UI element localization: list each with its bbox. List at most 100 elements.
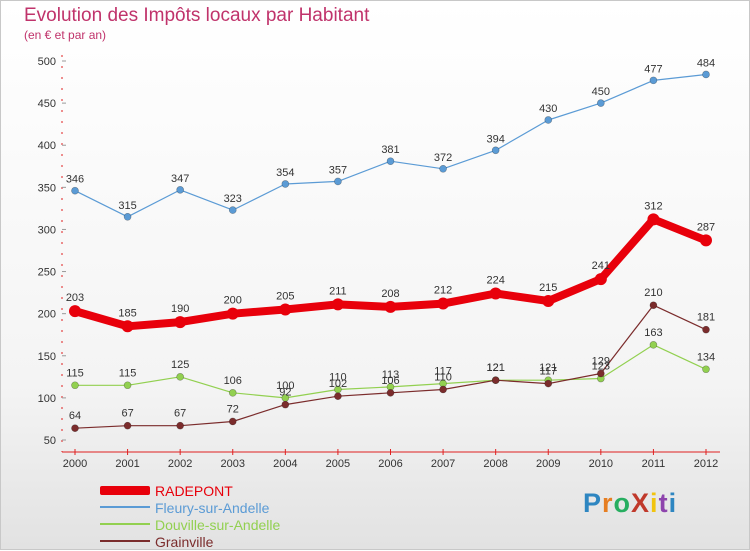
data-point-fleury-sur-andelle [544, 116, 553, 124]
data-label-fleury-sur-andelle: 484 [697, 57, 715, 69]
data-label-grainville: 67 [174, 408, 186, 420]
data-label-grainville: 102 [329, 378, 347, 390]
chart-subtitle: (en € et par an) [24, 28, 107, 42]
data-label-douville-sur-andelle: 163 [644, 327, 662, 339]
data-label-fleury-sur-andelle: 477 [644, 63, 662, 75]
y-tick-label: 300 [38, 224, 56, 236]
data-point-radepont [489, 287, 502, 300]
x-tick-label: 2006 [378, 458, 402, 470]
data-label-grainville: 117 [539, 366, 557, 378]
data-label-douville-sur-andelle: 117 [434, 366, 452, 378]
data-label-douville-sur-andelle: 115 [119, 367, 137, 379]
data-label-fleury-sur-andelle: 381 [381, 144, 399, 156]
data-labels: 346 315 347 323 354 357 381 372 394 430 450 477 484 1… [66, 57, 715, 422]
x-tick-label: 2008 [483, 458, 507, 470]
y-tick-label: 250 [38, 267, 56, 279]
data-point-grainville [71, 424, 79, 433]
data-point-radepont [384, 300, 397, 313]
data-label-douville-sur-andelle: 121 [539, 362, 557, 374]
legend-label-radepont: RADEPONT [155, 483, 233, 499]
x-tick-label: 2003 [221, 458, 245, 470]
data-label-grainville: 106 [381, 375, 399, 387]
data-point-fleury-sur-andelle [649, 76, 658, 85]
data-point-fleury-sur-andelle [176, 186, 184, 194]
data-point-radepont [174, 316, 187, 329]
data-point-fleury-sur-andelle [123, 213, 132, 221]
logo-letter: i [650, 488, 659, 518]
data-label-radepont: 212 [434, 285, 452, 297]
data-label-fleury-sur-andelle: 315 [118, 200, 136, 212]
data-point-douville-sur-andelle [123, 381, 132, 390]
data-point-grainville [439, 385, 447, 394]
data-label-fleury-sur-andelle: 450 [592, 86, 610, 98]
data-label-radepont: 203 [66, 292, 84, 304]
chart-title: Evolution des Impôts locaux par Habitant [24, 5, 370, 26]
data-label-grainville: 67 [121, 408, 133, 420]
data-point-fleury-sur-andelle [334, 177, 342, 186]
data-point-radepont [700, 234, 712, 247]
data-label-douville-sur-andelle: 100 [276, 380, 294, 392]
y-tick-label: 200 [38, 309, 56, 321]
logo-letter: P [583, 488, 603, 518]
data-label-radepont: 205 [276, 290, 294, 302]
data-point-grainville [649, 301, 658, 310]
logo-letter: t [658, 488, 669, 518]
data-label-radepont: 215 [539, 282, 557, 294]
data-label-fleury-sur-andelle: 430 [539, 103, 557, 115]
logo-letter: X [631, 488, 651, 518]
data-point-fleury-sur-andelle [491, 146, 500, 155]
data-point-radepont [594, 273, 607, 286]
logo-letter: i [668, 488, 678, 518]
data-point-grainville [123, 421, 132, 430]
data-label-douville-sur-andelle: 110 [329, 371, 347, 383]
axes: 50 100 150 200 250 300 350 400 450 500 2000 2001 200… [38, 55, 720, 470]
y-tick-label: 400 [38, 140, 56, 152]
x-tick-label: 2004 [273, 458, 297, 470]
data-label-grainville: 92 [279, 387, 291, 399]
data-point-grainville [334, 392, 342, 401]
data-label-fleury-sur-andelle: 357 [329, 164, 347, 176]
data-label-grainville: 110 [434, 371, 452, 383]
data-point-grainville [491, 376, 500, 385]
data-point-radepont [542, 295, 555, 308]
data-label-douville-sur-andelle: 121 [486, 362, 504, 374]
data-point-fleury-sur-andelle [386, 157, 395, 166]
data-label-fleury-sur-andelle: 346 [66, 174, 84, 186]
data-point-douville-sur-andelle [702, 365, 710, 374]
data-label-radepont: 241 [592, 260, 610, 272]
legend-label-fleury-sur-andelle: Fleury-sur-Andelle [155, 500, 270, 516]
data-label-douville-sur-andelle: 106 [224, 375, 242, 387]
proxiti-logo: ProXiti [583, 488, 677, 519]
data-point-radepont [331, 298, 344, 311]
data-label-grainville: 64 [69, 410, 81, 422]
data-label-grainville: 210 [644, 287, 662, 299]
data-label-radepont: 224 [486, 274, 504, 286]
x-tick-label: 2005 [326, 458, 350, 470]
data-label-grainville: 129 [592, 355, 610, 367]
data-label-douville-sur-andelle: 125 [171, 359, 189, 371]
data-point-grainville [281, 400, 290, 409]
data-point-douville-sur-andelle [649, 341, 658, 349]
data-point-grainville [386, 389, 395, 397]
legend-label-douville-sur-andelle: Douville-sur-Andelle [155, 517, 281, 533]
legend-swatch-douville-sur-andelle [100, 523, 150, 525]
data-label-fleury-sur-andelle: 394 [486, 133, 504, 145]
legend-swatch-radepont [100, 486, 150, 495]
data-point-radepont [437, 297, 450, 310]
data-point-fleury-sur-andelle [281, 180, 290, 188]
x-tick-label: 2012 [694, 458, 718, 470]
data-label-douville-sur-andelle: 113 [382, 369, 400, 381]
data-point-radepont [121, 320, 134, 333]
data-label-radepont: 211 [329, 285, 347, 297]
x-tick-label: 2000 [63, 458, 87, 470]
x-tick-label: 2010 [589, 458, 613, 470]
x-tick-label: 2001 [115, 458, 139, 470]
data-label-grainville: 72 [227, 403, 239, 415]
x-tick-label: 2002 [168, 458, 192, 470]
x-tick-label: 2011 [642, 458, 666, 470]
data-point-grainville [702, 325, 710, 334]
x-tick-label: 2009 [536, 458, 560, 470]
data-point-douville-sur-andelle [228, 389, 237, 397]
y-tick-label: 450 [38, 98, 56, 110]
data-point-grainville [228, 417, 237, 426]
